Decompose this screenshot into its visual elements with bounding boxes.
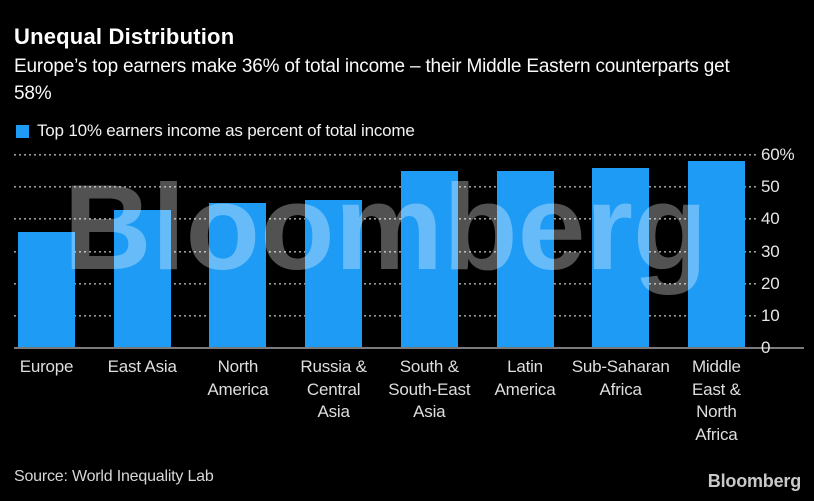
legend-label: Top 10% earners income as percent of tot… [37,121,415,140]
bar-latin-america [496,171,554,348]
y-axis-tick-label: 60% [761,145,795,164]
x-axis-category-label: Latin America [494,357,556,399]
gridline [14,314,757,317]
y-axis-tick-label: 30 [761,241,780,261]
x-axis-category-label: Europe [19,357,74,376]
bloomberg-logo: Bloomberg [707,471,801,491]
y-axis-tick-label: 50 [761,177,780,197]
gridline [14,250,757,253]
plot-area [14,154,757,348]
bar-east-asia [113,209,171,348]
gridline [14,154,757,156]
bar-middle-east-north-africa [687,161,745,348]
y-axis-tick-label: 20 [761,273,780,293]
x-axis-category-label: Sub-Saharan Africa [571,357,670,399]
bar-russia-central-asia [305,200,363,348]
bar-north-america [209,203,267,348]
gridline [14,218,757,221]
gridline [14,282,757,285]
chart-title: Unequal Distribution [14,24,235,49]
source-note: Source: World Inequality Lab [14,468,214,485]
legend: Top 10% earners income as percent of tot… [16,121,415,141]
bar-europe [18,232,75,348]
x-axis-category-label: North America [207,357,269,399]
bar-south-south-east-asia [400,171,458,348]
gridline [14,186,757,189]
x-axis-category-label: Middle East & North Africa [691,357,741,444]
x-axis-category-label: South & South-East Asia [388,357,471,421]
x-axis-category-label: East Asia [107,357,177,376]
legend-swatch-icon [16,124,29,138]
y-axis-tick-label: 10 [761,305,780,325]
y-axis-tick-label: 0 [761,338,771,357]
bar-sub-saharan-africa [592,167,650,348]
x-axis-line [14,347,804,349]
y-axis-tick-label: 40 [761,209,780,229]
x-axis-category-label: Russia & Central Asia [300,357,367,421]
chart-subtitle: Europe’s top earners make 36% of total i… [14,56,730,104]
